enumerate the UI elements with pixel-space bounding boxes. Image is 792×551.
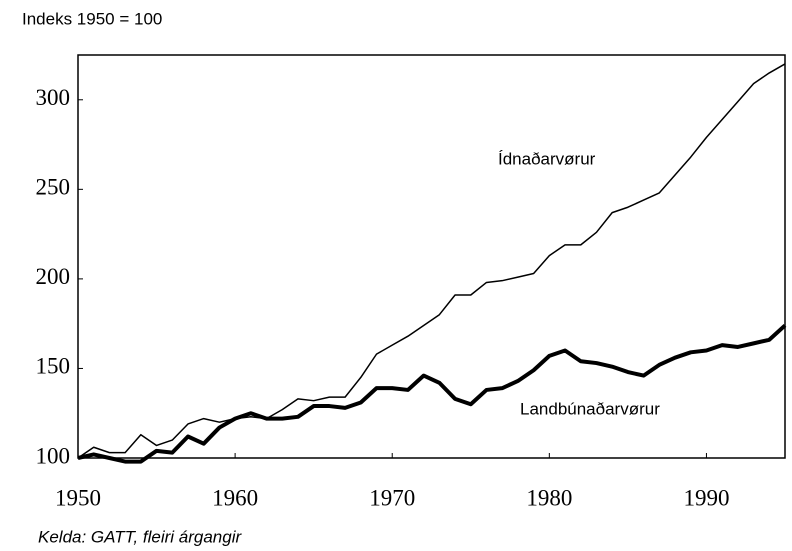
x-tick-label: 1980 (526, 485, 572, 510)
x-tick-label: 1950 (55, 485, 101, 510)
source-note: Kelda: GATT, fleiri árgangir (38, 527, 242, 546)
chart-subtitle: Indeks 1950 = 100 (22, 9, 162, 28)
series-line (77, 323, 787, 464)
y-tick-label: 150 (36, 354, 71, 379)
x-tick-label: 1960 (212, 485, 258, 510)
x-tick-label: 1970 (369, 485, 415, 510)
y-tick-label: 250 (36, 175, 71, 200)
series-label: Landbúnaðarvørur (520, 399, 660, 418)
series-label: Ídnaðarvørur (498, 149, 596, 168)
y-tick-label: 300 (36, 85, 71, 110)
x-tick-label: 1990 (683, 485, 729, 510)
series-line (77, 63, 786, 459)
plot-frame (77, 54, 786, 459)
y-tick-label: 200 (36, 264, 71, 289)
y-tick-label: 100 (36, 443, 71, 468)
